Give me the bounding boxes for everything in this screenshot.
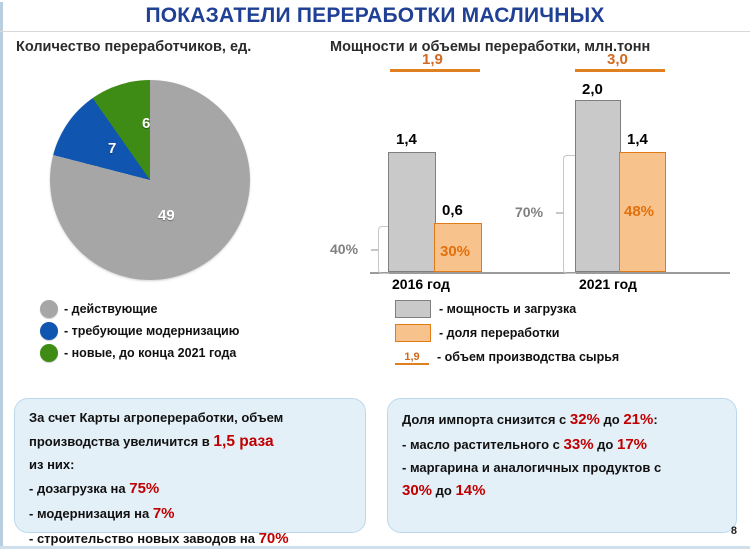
pie-legend: - действующие - требующие модернизацию -… bbox=[40, 298, 340, 364]
summary-line-5: - модернизация на 7% bbox=[29, 503, 353, 525]
pie-slice-value-modernization: 7 bbox=[108, 140, 117, 157]
total-value-2016: 1,9 bbox=[422, 51, 443, 68]
summary-highlight: 75% bbox=[129, 480, 160, 498]
orange-swatch-icon bbox=[395, 324, 431, 342]
bar-legend-item-processing: - доля переработки bbox=[395, 322, 735, 344]
bracket-2021 bbox=[563, 155, 576, 274]
bracket-value-2016: 40% bbox=[330, 241, 359, 257]
summary-line-3: из них: bbox=[29, 456, 353, 475]
bar-value-processing-2021: 1,4 bbox=[627, 131, 648, 148]
imports-highlight: 32% bbox=[569, 411, 600, 428]
group-label-2021: 2021 год bbox=[579, 276, 637, 292]
bar-capacity-2016 bbox=[388, 152, 436, 272]
pie-legend-label: - новые, до конца 2021 года bbox=[64, 345, 237, 360]
gray-circle-icon bbox=[40, 299, 58, 318]
summary-text: производства увеличится в bbox=[29, 433, 214, 449]
total-value-2021: 3,0 bbox=[607, 51, 628, 68]
summary-line-4: - дозагрузка на 75% bbox=[29, 478, 353, 500]
pie-legend-label: - требующие модернизацию bbox=[64, 323, 240, 338]
blue-circle-icon bbox=[40, 321, 58, 340]
left-edge-rule bbox=[0, 0, 3, 549]
imports-text: до bbox=[432, 483, 456, 499]
bar-processing-2021 bbox=[619, 152, 666, 272]
slide-title: ПОКАЗАТЕЛИ ПЕРЕРАБОТКИ МАСЛИЧНЫХ bbox=[145, 4, 605, 27]
bar-value-capacity-2021: 2,0 bbox=[582, 81, 603, 98]
group-label-2016: 2016 год bbox=[392, 276, 450, 292]
bar-chart: 1,9 40% 1,4 0,6 30% 2016 год 3,0 70% 2,0… bbox=[330, 51, 740, 292]
bar-legend-item-raw-material: 1,9 - объем производства сырья bbox=[395, 346, 735, 368]
summary-box-production: За счет Карты агропереработки, объем про… bbox=[14, 398, 366, 547]
bracket-2016 bbox=[378, 226, 389, 274]
title-divider bbox=[0, 31, 750, 32]
summary-text: - строительство новых заводов на bbox=[29, 530, 259, 546]
pie-legend-item-modernization: - требующие модернизацию bbox=[40, 320, 340, 341]
bar-chart-baseline bbox=[370, 272, 730, 274]
imports-line-2: - масло растительного с 33% до 17% bbox=[402, 434, 724, 456]
imports-highlight: 21% bbox=[623, 411, 654, 428]
bar-chart-subtitle: Мощности и объемы переработки, млн.тонн bbox=[330, 39, 651, 55]
pie-chart: 49 7 6 bbox=[50, 80, 260, 290]
imports-highlight: 14% bbox=[455, 482, 486, 500]
bar-value-processing-2016: 0,6 bbox=[442, 202, 463, 219]
summary-box-imports: Доля импорта снизится с 32% до 21%: - ма… bbox=[387, 398, 737, 533]
imports-line-3: - маргарина и аналогичных продуктов с bbox=[402, 459, 724, 478]
bar-legend: - мощность и загрузка - доля переработки… bbox=[395, 298, 735, 370]
pie-legend-label: - действующие bbox=[64, 301, 158, 316]
page-number: 8 bbox=[730, 525, 737, 537]
bar-legend-label: - доля переработки bbox=[439, 326, 560, 340]
summary-highlight: 1,5 раза bbox=[213, 432, 274, 450]
pie-legend-item-new: - новые, до конца 2021 года bbox=[40, 342, 340, 363]
summary-line-1: За счет Карты агропереработки, объем bbox=[29, 409, 353, 428]
pie-slice-value-new: 6 bbox=[142, 115, 151, 132]
bracket-tick-2021 bbox=[556, 212, 563, 214]
total-line-2021 bbox=[575, 69, 665, 72]
bar-legend-item-capacity: - мощность и загрузка bbox=[395, 298, 735, 320]
imports-line-4: 30% до 14% bbox=[402, 480, 724, 502]
summary-text: из них: bbox=[29, 457, 75, 473]
summary-text: За счет Карты агропереработки, объем bbox=[29, 410, 284, 425]
gray-swatch-icon bbox=[395, 300, 431, 318]
summary-highlight: 7% bbox=[152, 504, 175, 522]
bar-percent-processing-2016: 30% bbox=[440, 243, 471, 260]
imports-text: до bbox=[593, 436, 617, 452]
top-edge-rule bbox=[0, 0, 750, 2]
pie-legend-item-active: - действующие bbox=[40, 298, 340, 319]
bar-capacity-2021 bbox=[575, 100, 621, 272]
summary-line-6: - строительство новых заводов на 70% bbox=[29, 528, 353, 549]
imports-text: - масло растительного с bbox=[402, 436, 564, 452]
imports-text: до bbox=[599, 412, 624, 427]
pie-graphic bbox=[50, 80, 250, 280]
summary-text: - дозагрузка на bbox=[29, 481, 130, 497]
imports-text: : bbox=[653, 412, 658, 427]
bracket-value-2021: 70% bbox=[515, 204, 544, 220]
pie-slice-value-active: 49 bbox=[158, 207, 175, 224]
orange-line-icon: 1,9 bbox=[395, 349, 429, 365]
imports-highlight: 33% bbox=[563, 435, 594, 453]
bottom-edge-rule bbox=[0, 546, 750, 549]
bar-legend-label: - объем производства сырья bbox=[437, 350, 620, 364]
summary-line-2: производства увеличится в 1,5 раза bbox=[29, 431, 353, 453]
bar-legend-label: - мощность и загрузка bbox=[439, 302, 577, 316]
imports-text: Доля импорта снизится с bbox=[402, 412, 570, 427]
summary-highlight: 70% bbox=[258, 529, 289, 547]
imports-highlight: 17% bbox=[616, 435, 648, 453]
summary-text: - модернизация на bbox=[29, 505, 153, 521]
pie-chart-subtitle: Количество переработчиков, ед. bbox=[16, 39, 252, 55]
bracket-tick-2016 bbox=[371, 249, 378, 251]
total-line-2016 bbox=[390, 69, 480, 72]
green-circle-icon bbox=[40, 343, 58, 362]
imports-line-1: Доля импорта снизится с 32% до 21%: bbox=[402, 409, 724, 431]
bar-percent-processing-2021: 48% bbox=[624, 203, 655, 220]
bar-value-capacity-2016: 1,4 bbox=[396, 131, 417, 148]
bar-processing-2016 bbox=[434, 223, 482, 272]
imports-highlight: 30% bbox=[402, 482, 433, 500]
imports-text: - маргарина и аналогичных продуктов с bbox=[402, 459, 662, 475]
bar-legend-line-value: 1,9 bbox=[404, 351, 420, 363]
